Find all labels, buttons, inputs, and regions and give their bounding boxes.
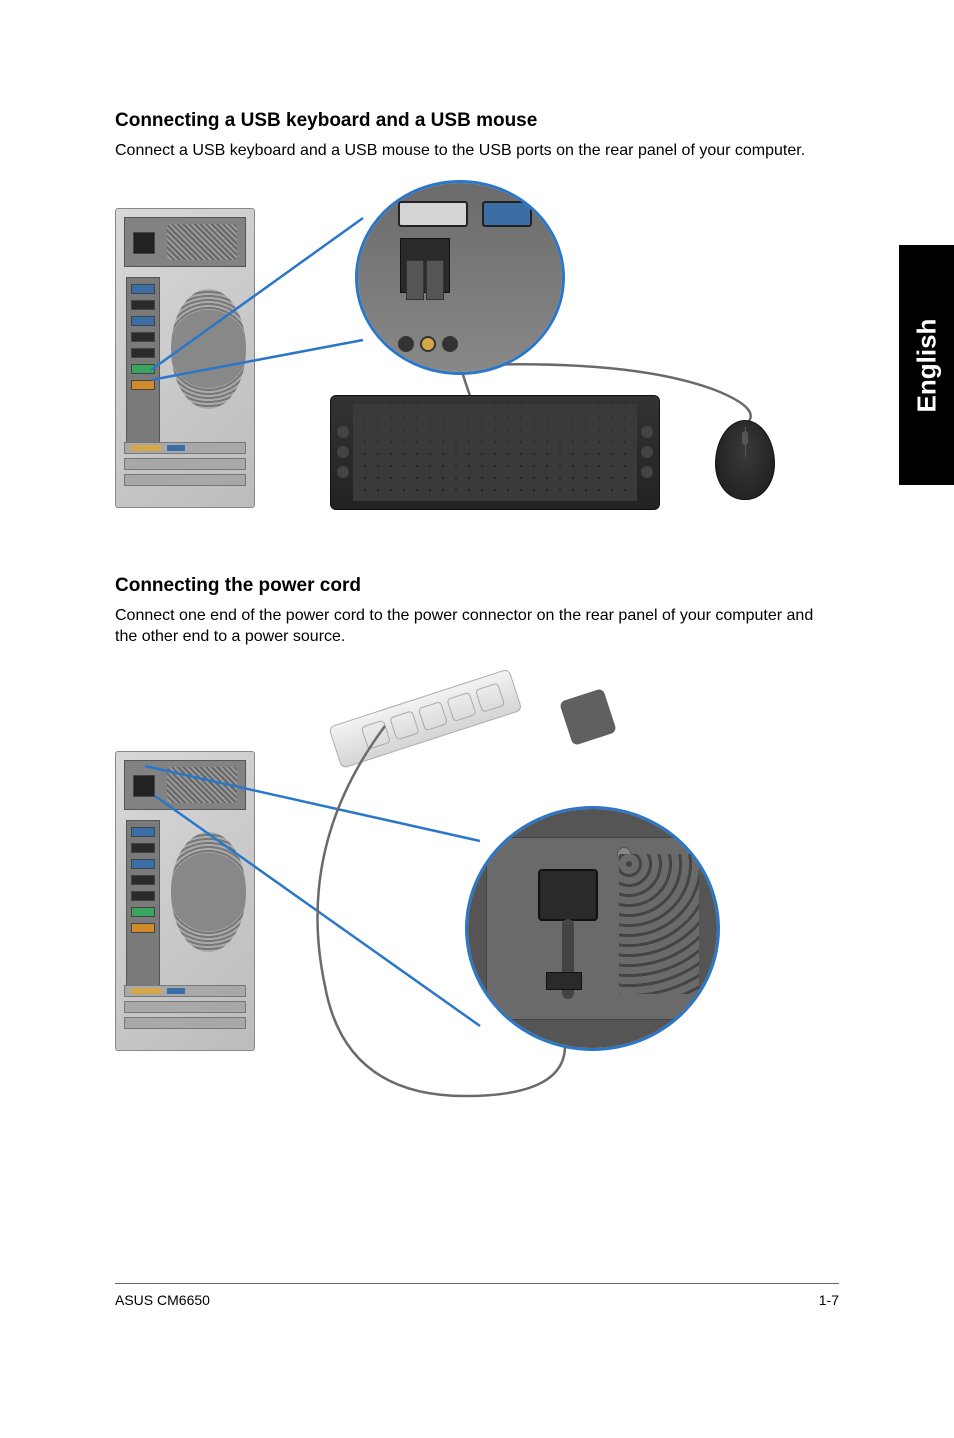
section1-body: Connect a USB keyboard and a USB mouse t… (115, 140, 839, 162)
figure-power-cord (115, 666, 775, 1096)
audio-jack-icon (398, 336, 414, 352)
media-button-icon (337, 466, 349, 478)
vent-holes-icon (619, 854, 699, 994)
usb-ports-icon (400, 238, 450, 293)
media-button-icon (337, 426, 349, 438)
audio-jack-icon (420, 336, 436, 352)
screw-icon (498, 821, 512, 835)
section2-title: Connecting the power cord (115, 575, 839, 597)
section2-body: Connect one end of the power cord to the… (115, 605, 839, 648)
dvi-port-icon (398, 201, 468, 227)
footer-page-number: 1-7 (819, 1292, 839, 1308)
usb-cable-plug-icon (406, 260, 424, 300)
page-footer: ASUS CM6650 1-7 (115, 1283, 839, 1308)
usb-keyboard (330, 395, 660, 510)
section1-title: Connecting a USB keyboard and a USB mous… (115, 110, 839, 132)
callout-power-socket (465, 806, 720, 1051)
usb-cable-plug-icon (426, 260, 444, 300)
figure-usb-keyboard-mouse (115, 180, 775, 525)
footer-product-name: ASUS CM6650 (115, 1292, 210, 1308)
media-button-icon (641, 466, 653, 478)
power-socket-icon (538, 869, 598, 921)
vga-port-icon (482, 201, 532, 227)
media-button-icon (641, 446, 653, 458)
media-button-icon (641, 426, 653, 438)
power-switch-icon (546, 972, 582, 990)
keyboard-keys-icon (353, 404, 637, 501)
language-tab-label: English (911, 318, 942, 412)
callout-inner (468, 809, 717, 1048)
audio-jack-icon (442, 336, 458, 352)
media-button-icon (337, 446, 349, 458)
usb-mouse (715, 420, 775, 500)
page-content: Connecting a USB keyboard and a USB mous… (115, 110, 839, 1136)
callout-inner (358, 183, 562, 372)
audio-jacks (398, 336, 458, 352)
callout-usb-ports (355, 180, 565, 375)
language-tab: English (899, 245, 954, 485)
